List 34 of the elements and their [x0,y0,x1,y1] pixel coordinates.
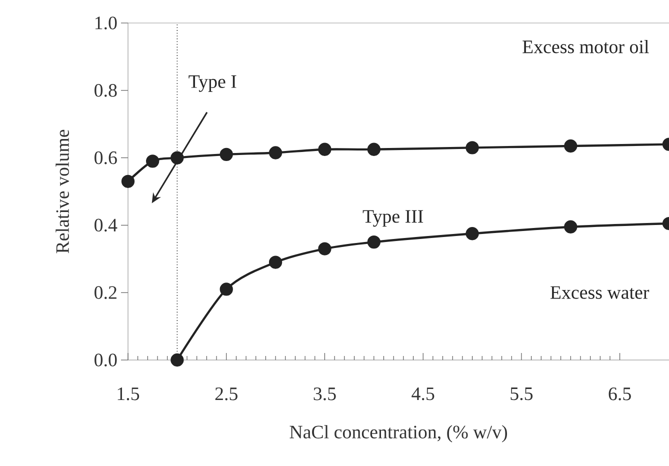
point [564,139,578,153]
y-axis-title: Relative volume [56,130,69,254]
x-tick-label: 4.5 [412,388,434,400]
x-tick-label: 5.5 [510,388,533,400]
x-axis-title: NaCl concentration, (% w/v) [290,425,508,442]
point [367,142,380,156]
point [268,256,282,269]
point [121,174,135,188]
annotation: Excess water [550,286,650,299]
point [318,242,332,256]
annotation: Excess motor oil [522,40,649,54]
y-tick-label: 0.8 [94,84,117,97]
point [220,148,233,161]
annotation: Type III [362,210,424,227]
point [220,282,233,296]
point [466,141,479,154]
y-tick-label: 1.0 [95,16,117,30]
annotation: Type I [188,75,236,92]
x-tick-label: 3.5 [314,388,336,400]
y-tick-label: 0.4 [94,218,118,232]
x-tick-label: 2.5 [215,388,238,400]
point [318,142,332,156]
point [146,154,160,168]
point [170,151,184,164]
point [564,220,578,234]
y-tick-label: 0.2 [94,286,116,300]
point [466,227,479,240]
y-tick-label: 0.6 [94,151,117,164]
point [367,235,380,249]
point [268,146,282,160]
x-tick-label: 1.5 [118,388,140,400]
point [170,353,184,367]
y-tick-label: 0.0 [94,354,117,366]
x-tick-label: 6.5 [608,388,631,400]
